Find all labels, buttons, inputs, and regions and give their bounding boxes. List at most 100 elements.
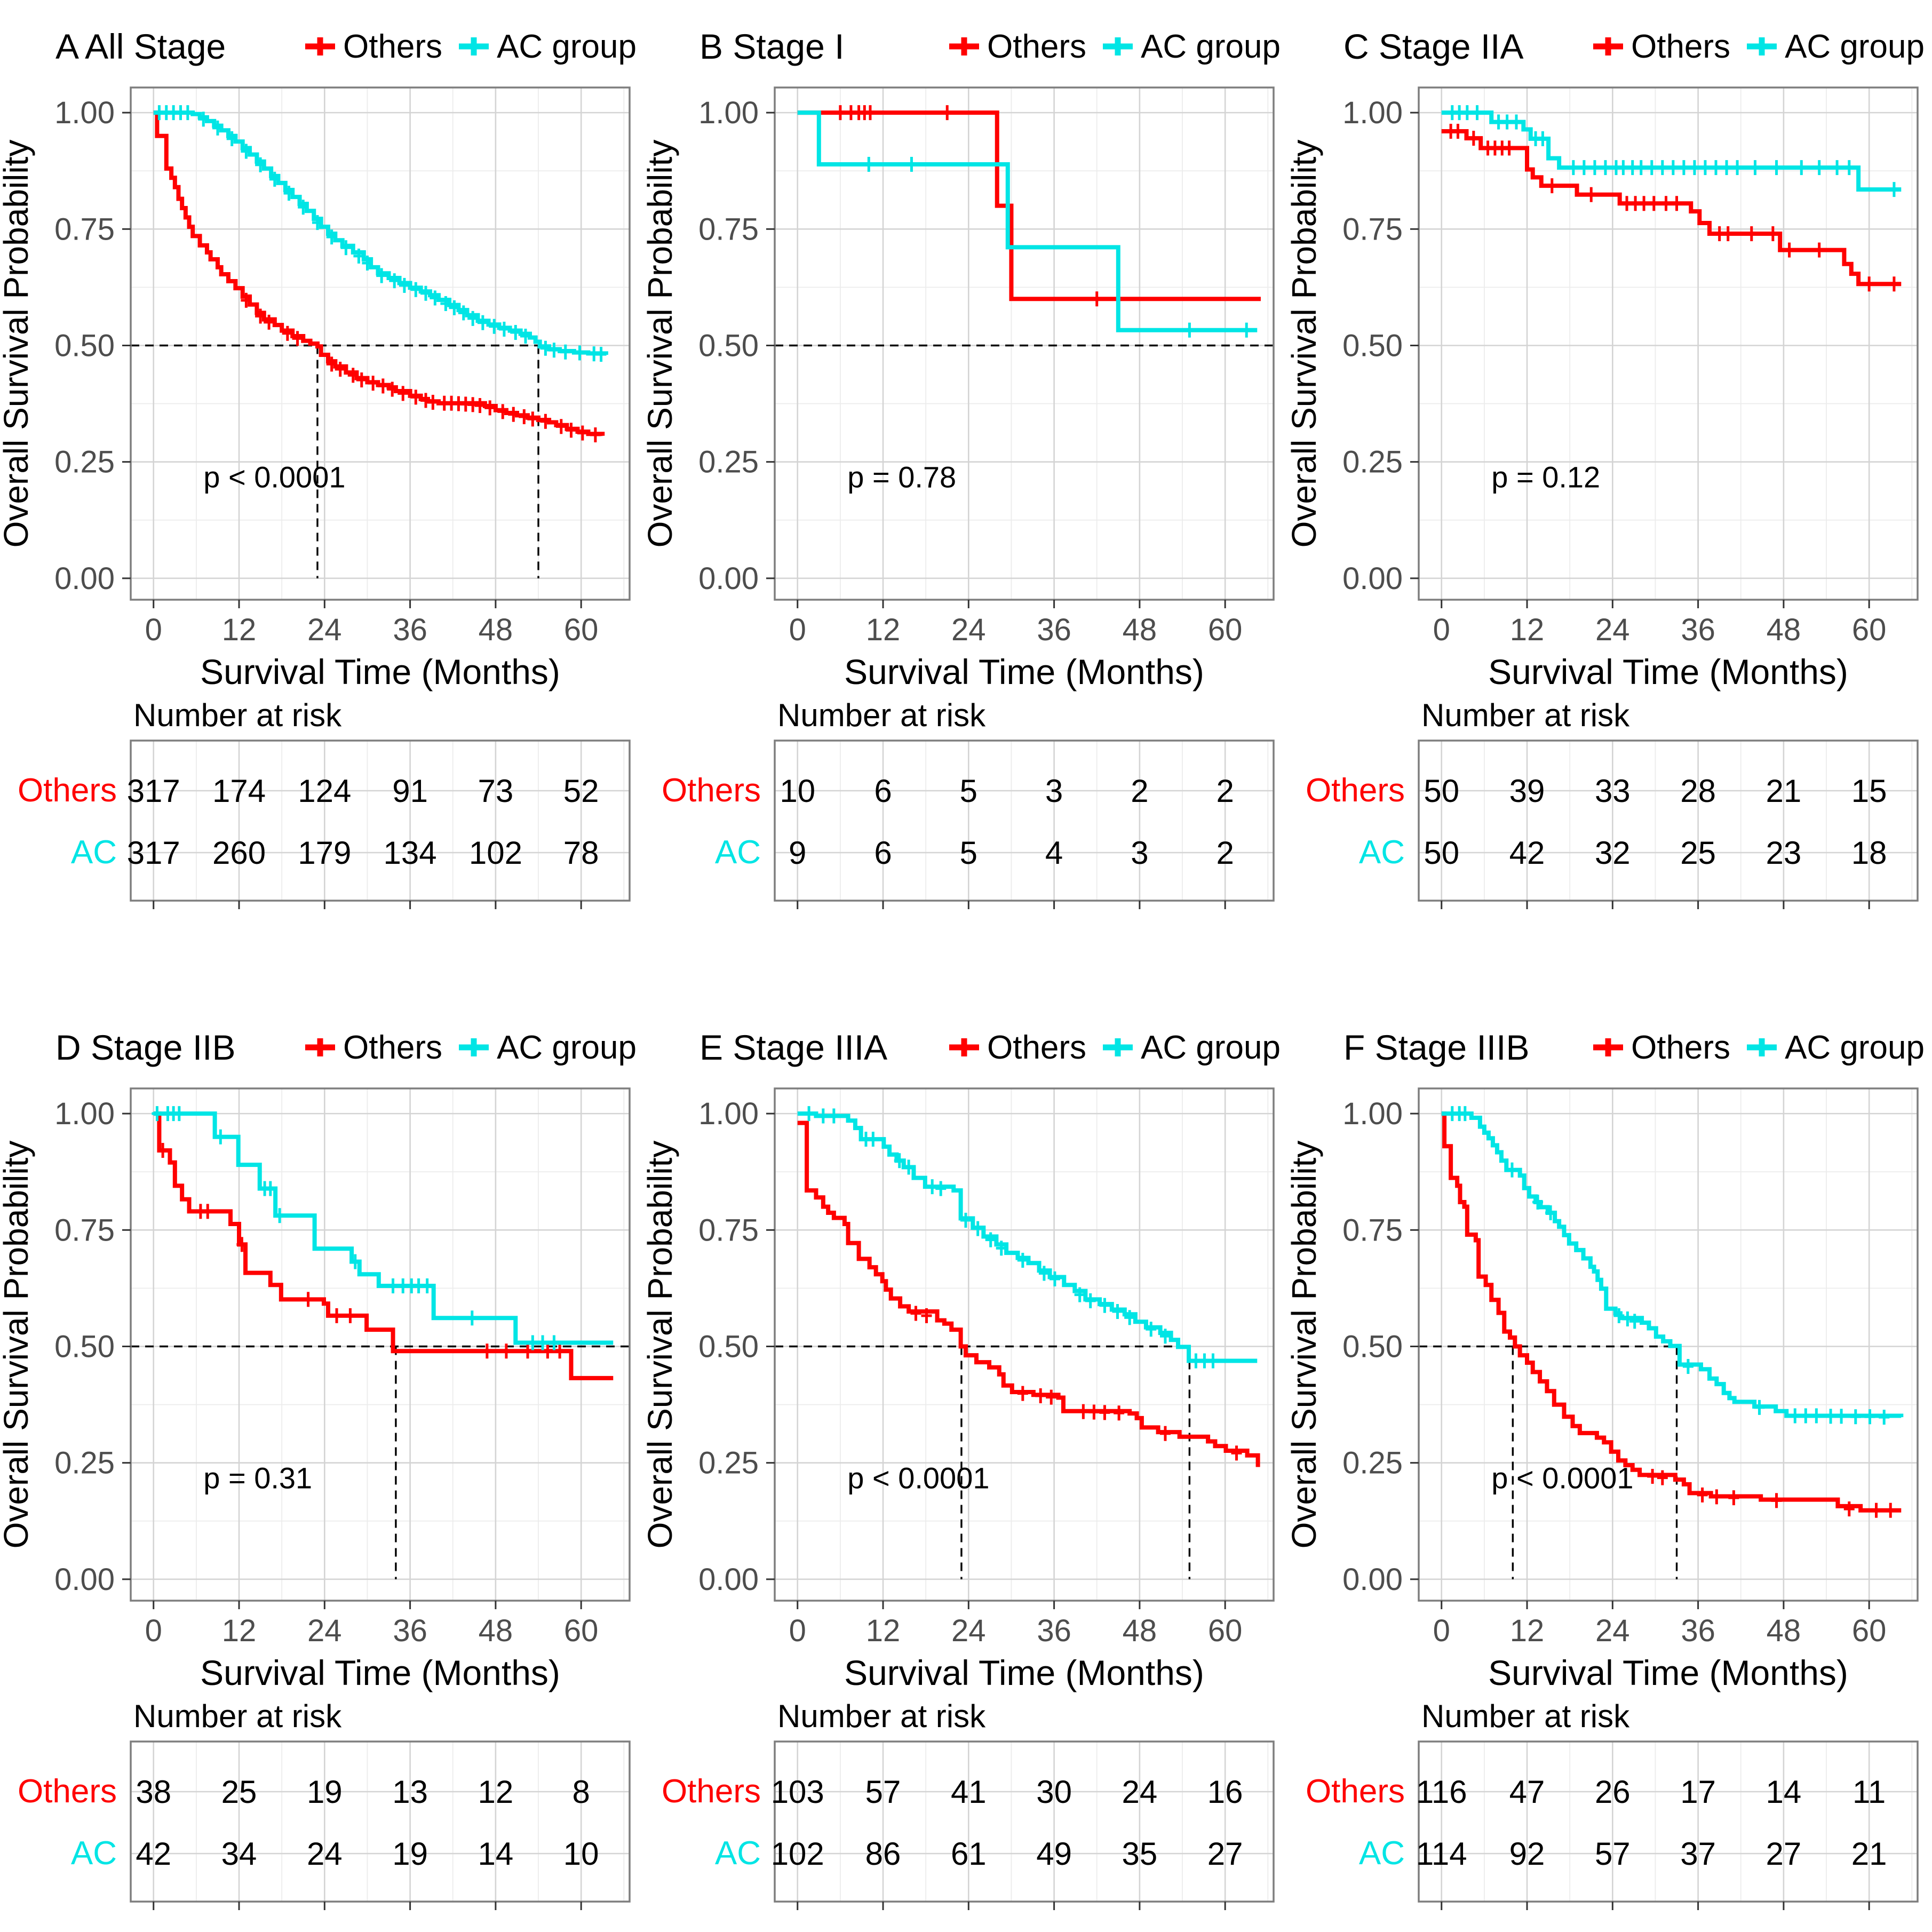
legend: Others AC group (1591, 1029, 1932, 1067)
plus-marker-icon (459, 1038, 489, 1056)
risk-count: 86 (865, 1836, 901, 1872)
legend: Others AC group (947, 28, 1288, 66)
risk-count: 27 (1766, 1836, 1802, 1872)
legend-label-others: Others (1631, 1029, 1731, 1066)
legend-item-others: Others (303, 1029, 442, 1067)
plus-marker-icon (305, 1038, 335, 1056)
risk-count: 11 (1853, 1774, 1886, 1810)
risk-count: 9 (789, 835, 806, 871)
risk-count: 114 (1416, 1836, 1467, 1872)
y-tick-label: 0.75 (698, 212, 759, 247)
risk-count: 34 (221, 1836, 257, 1872)
risk-table-title: Number at risk (777, 697, 986, 733)
legend-label-others: Others (1631, 28, 1731, 65)
risk-count: 38 (136, 1774, 171, 1810)
panel-title: D Stage IIB (55, 1028, 236, 1067)
km-plot: 0 12 24 36 48 60 0.00 0.25 0.50 0.75 1.00 p = 0.12 S… (1288, 86, 1919, 691)
y-tick-label: 0.00 (1342, 1562, 1403, 1597)
y-axis-title: Overall Survival Probability (644, 1141, 679, 1549)
x-tick-label: 24 (307, 613, 342, 647)
x-tick-label: 60 (1852, 1613, 1887, 1648)
y-tick-label: 0.75 (1342, 1213, 1403, 1247)
y-tick-label: 0.25 (698, 1446, 759, 1481)
y-tick-label: 1.00 (698, 96, 759, 130)
risk-count: 49 (1036, 1836, 1072, 1872)
km-panel-C: C Stage IIA Others AC group (1288, 15, 1932, 923)
km-curve-ac (1441, 1111, 1904, 1418)
y-tick-label: 0.75 (698, 1213, 759, 1247)
legend-label-ac: AC group (497, 1029, 637, 1066)
legend-item-ac: AC group (456, 1029, 637, 1067)
risk-count: 28 (1680, 773, 1716, 809)
risk-table-title: Number at risk (133, 1698, 342, 1734)
risk-count: 21 (1851, 1836, 1887, 1872)
y-tick-label: 0.00 (1342, 561, 1403, 596)
legend-label-ac: AC group (1785, 28, 1925, 65)
x-tick-label: 12 (222, 613, 257, 647)
risk-row-label-others: Others (662, 772, 761, 809)
panel-header: F Stage IIIB Others AC group (1288, 1016, 1932, 1079)
risk-count: 50 (1424, 773, 1459, 809)
risk-table-title: Number at risk (1421, 1698, 1630, 1734)
risk-count: 26 (1595, 1774, 1631, 1810)
risk-count: 6 (874, 773, 892, 809)
legend-label-ac: AC group (1141, 28, 1281, 65)
plus-marker-icon (1747, 1038, 1777, 1056)
risk-count: 14 (1766, 1774, 1802, 1810)
x-tick-label: 60 (564, 1613, 599, 1648)
plus-marker-icon (1593, 37, 1623, 55)
x-tick-label: 36 (393, 613, 427, 647)
x-axis-title: Survival Time (Months) (1488, 1653, 1848, 1692)
km-panel-B: B Stage I Others AC group (644, 15, 1288, 923)
risk-count: 13 (392, 1774, 428, 1810)
risk-row-label-ac: AC (715, 1835, 761, 1872)
p-value-label: p < 0.0001 (1491, 1461, 1633, 1495)
legend-label-others: Others (343, 28, 443, 65)
x-tick-label: 12 (1510, 613, 1545, 647)
risk-row-label-others: Others (18, 1773, 117, 1810)
panel-title: E Stage IIIA (699, 1028, 888, 1067)
y-tick-label: 0.75 (54, 1213, 115, 1247)
y-tick-label: 0.50 (54, 328, 115, 363)
km-curve-ac (153, 110, 608, 356)
legend-label-ac: AC group (1141, 1029, 1281, 1066)
risk-count: 18 (1851, 835, 1887, 871)
risk-count: 14 (478, 1836, 514, 1872)
legend-label-others: Others (987, 28, 1087, 65)
legend: Others AC group (303, 1029, 644, 1067)
risk-count: 42 (136, 1836, 171, 1872)
risk-row-label-ac: AC (1359, 1835, 1405, 1872)
km-panel-A: A All Stage Others AC group (0, 15, 644, 923)
risk-count: 3 (1131, 835, 1148, 871)
y-tick-label: 1.00 (1342, 96, 1403, 130)
risk-count: 8 (572, 1774, 590, 1810)
risk-count: 39 (1509, 773, 1545, 809)
risk-table: Others AC 38 25 19 13 12 8 42 34 24 19 14 10 (18, 1740, 631, 1910)
y-axis-title: Overall Survival Probability (0, 140, 35, 548)
km-curve-others (153, 1111, 614, 1380)
risk-count: 19 (392, 1836, 428, 1872)
risk-table-title: Number at risk (777, 1698, 986, 1734)
y-axis-title: Overall Survival Probability (0, 1141, 35, 1549)
x-axis-title: Survival Time (Months) (200, 652, 560, 691)
plus-marker-icon (1103, 37, 1133, 55)
risk-count: 103 (771, 1774, 824, 1810)
legend: Others AC group (1591, 28, 1932, 66)
risk-count: 41 (951, 1774, 987, 1810)
legend-item-ac: AC group (1744, 28, 1925, 66)
legend-label-others: Others (987, 1029, 1087, 1066)
panel-header: D Stage IIB Others AC group (0, 1016, 644, 1079)
risk-count: 27 (1207, 1836, 1243, 1872)
y-tick-label: 0.50 (54, 1329, 115, 1364)
x-tick-label: 24 (951, 613, 986, 647)
legend-label-ac: AC group (1785, 1029, 1925, 1066)
km-curve-ac (153, 1111, 614, 1345)
plus-marker-icon (305, 37, 335, 55)
y-tick-label: 0.25 (54, 445, 115, 480)
y-tick-label: 1.00 (1342, 1096, 1403, 1131)
risk-count: 134 (384, 835, 437, 871)
panel-header: A All Stage Others AC group (0, 15, 644, 78)
y-tick-label: 0.00 (698, 1562, 759, 1597)
risk-count: 317 (127, 773, 180, 809)
